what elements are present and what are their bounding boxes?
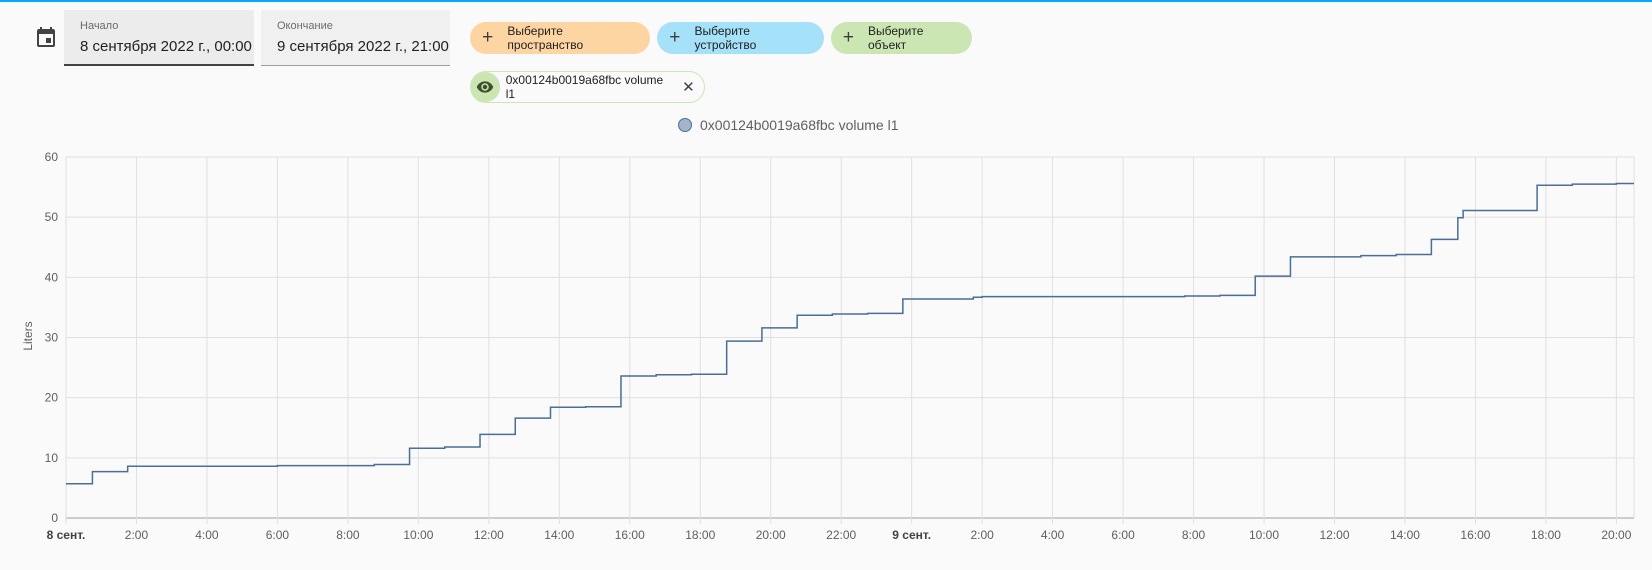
plus-icon: + [482,27,494,48]
x-axis: 8 сент. 2:00 4:00 6:00 8:00 10:00 12:00 14:00 16… [47,528,1632,542]
x-tick-label: 12:00 [474,528,504,542]
x-tick-label: 14:00 [1390,528,1420,542]
selected-entity-label: 0x00124b0019a68fbc volume l1 [505,73,664,101]
plus-icon: + [669,27,681,48]
x-tick-label: 14:00 [544,528,574,542]
x-tick-label: 16:00 [615,528,645,542]
legend-color-swatch [678,118,692,132]
x-tick-label: 6:00 [1111,528,1135,542]
x-tick-label: 8 сент. [47,528,86,542]
legend-label: 0x00124b0019a68fbc volume l1 [700,117,899,133]
x-tick-label: 22:00 [826,528,856,542]
x-tick-label: 10:00 [1249,528,1279,542]
start-date-value: 8 сентября 2022 г., 00:00 [80,38,252,55]
start-date-field[interactable]: Начало 8 сентября 2022 г., 00:00 [64,10,254,66]
x-tick-label: 10:00 [403,528,433,542]
y-tick-label: 40 [45,270,59,284]
x-tick-label: 20:00 [1601,528,1631,542]
series-line-volume [66,182,1634,485]
choose-device-label: Выберите устройство [694,24,757,52]
end-date-value: 9 сентября 2022 г., 21:00 [277,38,449,55]
y-axis-label: Liters [21,321,35,350]
choose-area-button[interactable]: + Выберите пространство [470,22,650,54]
choose-entity-label: Выберите объект [867,24,924,52]
end-date-label: Окончание [277,20,333,32]
choose-device-button[interactable]: + Выберите устройство [657,22,824,54]
start-date-label: Начало [80,20,119,32]
plus-icon: + [842,27,855,48]
x-tick-label: 8:00 [336,528,360,542]
y-tick-label: 10 [45,451,59,465]
x-tick-label: 9 сент. [892,528,931,542]
calendar-icon[interactable] [34,26,58,50]
x-tick-label: 4:00 [1041,528,1065,542]
end-date-field[interactable]: Окончание 9 сентября 2022 г., 21:00 [261,10,450,66]
x-tick-label: 12:00 [1319,528,1349,542]
y-tick-label: 50 [45,210,59,224]
chart-legend-item[interactable]: 0x00124b0019a68fbc volume l1 [678,117,899,133]
y-axis: 0 10 20 30 40 50 60 [45,150,59,525]
x-tick-label: 2:00 [125,528,149,542]
selected-entity-chip[interactable]: 0x00124b0019a68fbc volume l1 ✕ [470,71,705,103]
x-tick-label: 8:00 [1182,528,1206,542]
close-icon[interactable]: ✕ [682,79,695,96]
y-tick-label: 20 [45,391,59,405]
x-tick-label: 2:00 [970,528,994,542]
x-tick-label: 6:00 [266,528,290,542]
eye-icon [471,72,500,102]
x-tick-label: 18:00 [1531,528,1561,542]
choose-entity-button[interactable]: + Выберите объект [831,22,972,54]
x-tick-label: 18:00 [685,528,715,542]
x-tick-label: 20:00 [756,528,786,542]
chart-grid [65,156,1635,524]
y-tick-label: 60 [45,150,59,164]
x-tick-label: 4:00 [195,528,219,542]
x-tick-label: 16:00 [1460,528,1490,542]
y-tick-label: 30 [45,331,59,345]
y-tick-label: 0 [51,511,58,525]
choose-area-label: Выберите пространство [507,24,584,52]
